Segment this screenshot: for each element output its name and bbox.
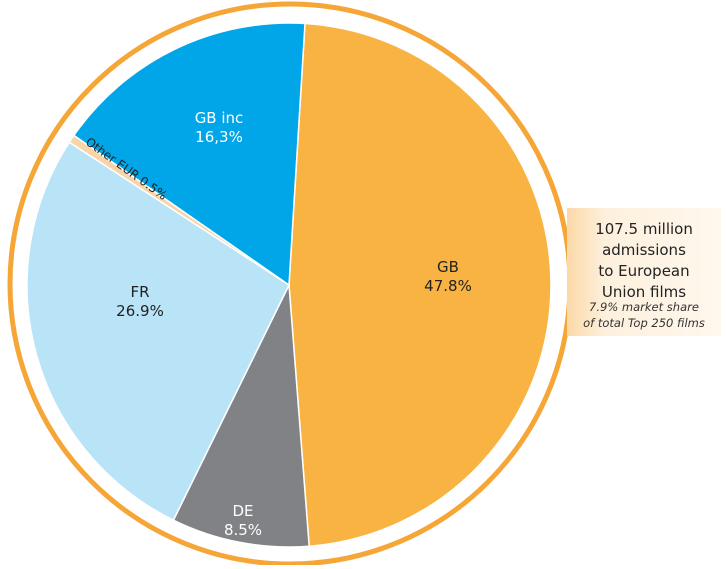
slice-label: GB inc [195,109,244,127]
slice-value-label: 47.8% [424,277,472,295]
pie-slice [26,141,290,522]
slice-value-label: 16,3% [195,128,243,146]
annotation-line: 107.5 million [595,220,693,238]
slice-label: FR [130,283,149,301]
annotation-line: to European [598,262,689,280]
annotation-note: of total Top 250 films [583,316,705,330]
slice-value-label: 8.5% [224,521,262,539]
annotation-line: admissions [602,241,686,259]
pie-slice [288,22,552,548]
pie-slice [72,22,306,287]
slice-label: GB [437,258,459,276]
slice-value-label: 26.9% [116,302,164,320]
annotation-line: Union films [602,283,686,301]
annotation-box [567,208,721,336]
annotation-note: 7.9% market share [589,300,699,314]
annotation: 107.5 million admissions to European Union … [583,220,705,330]
pie-slice [172,282,310,548]
slice-label: DE [232,502,253,520]
